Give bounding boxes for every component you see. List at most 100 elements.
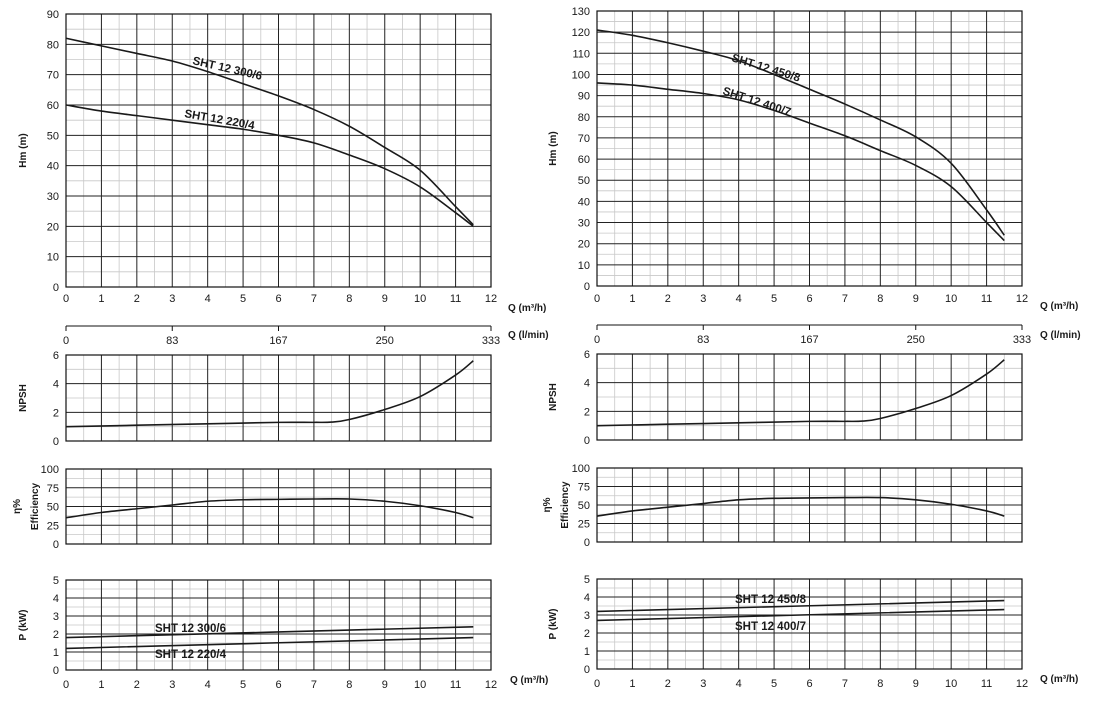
series-curve	[65, 626, 474, 639]
y-tick-label: 10	[578, 260, 590, 272]
y-tick-label: 70	[578, 133, 590, 145]
y-tick-label: 10	[47, 252, 59, 264]
x-tick-label: 4	[736, 678, 742, 690]
y-tick-label: 5	[53, 575, 59, 587]
y-tick-label: 60	[578, 154, 590, 166]
x-tick-label: 10	[414, 679, 426, 691]
secondary-tick-label: 167	[269, 335, 287, 347]
x-tick-label: 12	[485, 679, 497, 691]
x-tick-label: 7	[311, 293, 317, 305]
x-tick-label: 1	[629, 293, 635, 305]
plot-frame	[596, 353, 1023, 441]
y-tick-label: 50	[47, 502, 59, 514]
x-axis-title: Q (m³/h)	[510, 675, 548, 686]
y-tick-label: 20	[578, 239, 590, 251]
y-axis-title-line2: Efficiency	[30, 482, 41, 530]
y-axis-title: P (kW)	[548, 609, 559, 640]
secondary-tick-label: 0	[63, 335, 69, 347]
y-tick-label: 1	[584, 646, 590, 658]
x-tick-label: 11	[981, 678, 992, 690]
x-tick-label: 2	[134, 679, 140, 691]
y-tick-label: 2	[53, 629, 59, 641]
x-tick-label: 6	[806, 678, 812, 690]
x-tick-label: 4	[205, 679, 211, 691]
y-tick-label: 120	[572, 27, 590, 39]
y-tick-label: 70	[47, 70, 59, 82]
y-axis-title: P (kW)	[18, 610, 29, 641]
y-tick-label: 75	[47, 483, 59, 495]
y-tick-label: 30	[578, 218, 590, 230]
x-tick-label: 7	[842, 678, 848, 690]
y-tick-label: 4	[584, 592, 590, 604]
y-tick-label: 100	[41, 464, 59, 476]
x-tick-label: 8	[877, 678, 883, 690]
x-tick-label: 3	[700, 678, 706, 690]
secondary-axis-title: Q (l/min)	[1040, 330, 1081, 341]
secondary-tick-label: 0	[594, 334, 600, 346]
x-tick-label: 9	[382, 679, 388, 691]
y-tick-label: 90	[47, 9, 59, 21]
x-tick-label: 10	[945, 293, 957, 305]
x-tick-label: 9	[913, 678, 919, 690]
x-tick-label: 12	[1016, 293, 1028, 305]
x-tick-label: 9	[913, 293, 919, 305]
x-tick-label: 12	[485, 293, 497, 305]
y-tick-label: 90	[578, 91, 590, 103]
plot-frame	[65, 468, 492, 545]
y-tick-label: 25	[47, 520, 59, 532]
y-tick-label: 1	[53, 647, 59, 659]
x-tick-label: 0	[63, 679, 69, 691]
x-tick-label: 11	[981, 293, 992, 305]
series-curve	[65, 636, 474, 650]
y-tick-label: 2	[53, 407, 59, 419]
y-tick-label: 3	[53, 611, 59, 623]
series-label: SHT 12 450/8	[735, 594, 807, 606]
x-tick-label: 5	[240, 679, 246, 691]
y-axis-title: Hm (m)	[18, 133, 29, 167]
x-tick-label: 2	[665, 293, 671, 305]
y-axis-title: Hm (m)	[548, 131, 559, 165]
y-tick-label: 0	[584, 537, 590, 549]
x-tick-label: 7	[311, 679, 317, 691]
y-tick-label: 2	[584, 406, 590, 418]
plot-frame	[596, 10, 1023, 287]
x-tick-label: 6	[806, 293, 812, 305]
y-tick-label: 50	[578, 175, 590, 187]
y-tick-label: 0	[584, 664, 590, 676]
x-tick-label: 1	[98, 293, 104, 305]
y-tick-label: 75	[578, 482, 590, 494]
secondary-axis-title: Q (l/min)	[508, 330, 549, 341]
x-tick-label: 0	[594, 678, 600, 690]
y-axis-title: NPSH	[18, 384, 29, 412]
y-tick-label: 2	[584, 628, 590, 640]
series-curve	[596, 599, 1005, 613]
y-axis-title: η%	[542, 497, 553, 512]
x-tick-label: 10	[945, 678, 957, 690]
secondary-tick-label: 250	[376, 335, 394, 347]
plot-frame	[65, 354, 492, 442]
x-tick-label: 4	[736, 293, 742, 305]
plot-frame	[65, 579, 492, 671]
y-axis-title: NPSH	[548, 383, 559, 411]
y-tick-label: 4	[584, 378, 590, 390]
series-curve	[596, 608, 1005, 622]
series-curve	[65, 498, 474, 519]
y-tick-label: 5	[584, 574, 590, 586]
y-tick-label: 0	[53, 665, 59, 677]
y-tick-label: 80	[47, 39, 59, 51]
x-tick-label: 6	[275, 293, 281, 305]
x-tick-label: 10	[414, 293, 426, 305]
y-tick-label: 0	[53, 539, 59, 551]
y-tick-label: 0	[53, 282, 59, 294]
plot-frame	[596, 467, 1023, 543]
x-tick-label: 5	[771, 293, 777, 305]
y-tick-label: 20	[47, 221, 59, 233]
x-tick-label: 8	[346, 293, 352, 305]
series-label: SHT 12 220/4	[183, 108, 256, 132]
series-label: SHT 12 300/6	[155, 623, 226, 635]
secondary-tick-label: 250	[907, 334, 925, 346]
series-curve	[596, 359, 1005, 427]
y-tick-label: 100	[572, 463, 590, 475]
y-tick-label: 4	[53, 379, 59, 391]
y-tick-label: 6	[53, 350, 59, 362]
